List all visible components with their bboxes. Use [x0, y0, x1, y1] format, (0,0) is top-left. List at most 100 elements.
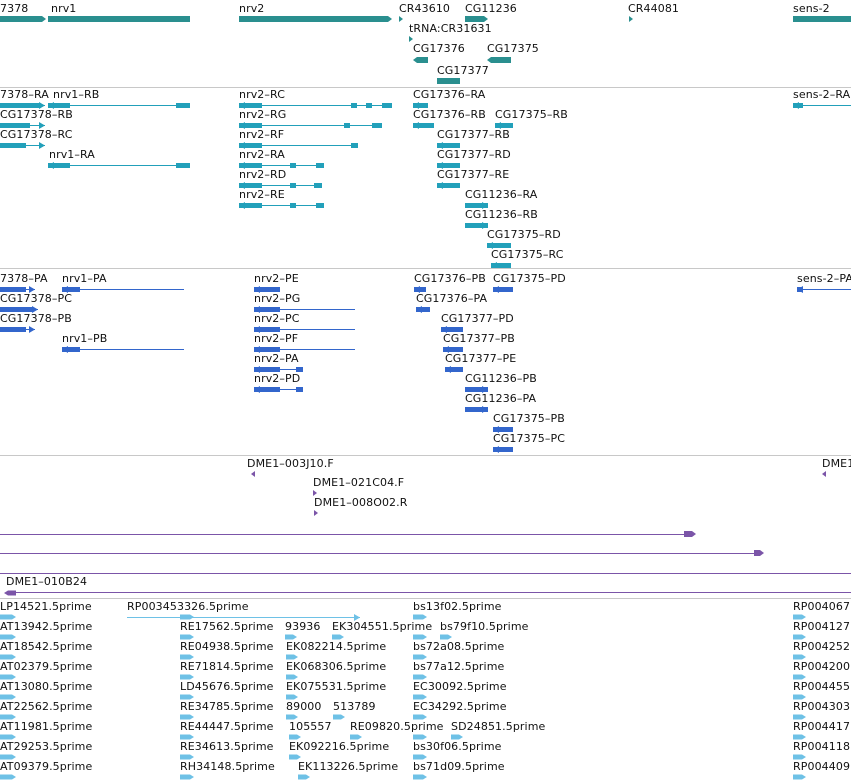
flybase-transcript-glyph-exon[interactable] [413, 123, 434, 128]
est-label[interactable]: RE09820.5prime [350, 720, 444, 733]
refseq-transcript-glyph-arrow[interactable] [62, 346, 68, 353]
est-label[interactable]: bs13f02.5prime [413, 600, 502, 613]
est-label[interactable]: RE34613.5prime [180, 740, 274, 753]
refseq-transcript-glyph-arrow[interactable] [32, 306, 38, 313]
flybase-transcript-label[interactable]: CG17375–RD [487, 228, 561, 241]
gene-label[interactable]: nrv2 [239, 2, 265, 15]
est-label[interactable]: LP14521.5prime [0, 600, 92, 613]
clone-glyph[interactable] [314, 510, 318, 516]
est-glyph[interactable] [0, 654, 16, 660]
gene-label[interactable]: CG11236 [465, 2, 517, 15]
refseq-transcript-glyph-arrow[interactable] [482, 386, 488, 393]
refseq-transcript-glyph-exon[interactable] [0, 307, 32, 312]
refseq-transcript-glyph-exon[interactable] [296, 387, 303, 392]
est-glyph-arrow[interactable] [354, 614, 360, 621]
flybase-transcript-glyph-arrow[interactable] [239, 142, 245, 149]
refseq-transcript-glyph-exon[interactable] [62, 347, 80, 352]
est-glyph[interactable] [413, 634, 427, 640]
flybase-transcript-glyph-arrow[interactable] [39, 122, 45, 129]
clone-label[interactable]: DME1–021C04.F [313, 476, 405, 489]
flybase-transcript-glyph-exon[interactable] [465, 203, 488, 208]
refseq-transcript-label[interactable]: nrv2–PF [254, 332, 299, 345]
est-label[interactable]: EK304551.5prime [332, 620, 433, 633]
gene-glyph[interactable] [0, 16, 46, 22]
est-label[interactable]: AT29253.5prime [0, 740, 93, 753]
est-label[interactable]: RP004409 [793, 760, 851, 773]
clone-glyph[interactable] [251, 471, 255, 477]
flybase-transcript-glyph-exon[interactable] [290, 183, 296, 188]
gene-glyph[interactable] [239, 16, 392, 22]
gene-glyph[interactable] [413, 57, 428, 63]
est-label[interactable]: EC34292.5prime [413, 700, 507, 713]
refseq-transcript-label[interactable]: nrv2–PE [254, 272, 299, 285]
flybase-transcript-label[interactable]: CG17375–RC [491, 248, 564, 261]
refseq-transcript-glyph-arrow[interactable] [797, 286, 803, 293]
flybase-transcript-label[interactable]: nrv2–RC [239, 88, 285, 101]
est-label[interactable]: SD24851.5prime [451, 720, 546, 733]
refseq-transcript-glyph-arrow[interactable] [482, 406, 488, 413]
flybase-transcript-glyph-arrow[interactable] [239, 102, 245, 109]
est-glyph[interactable] [286, 654, 298, 660]
refseq-transcript-glyph-exon[interactable] [445, 367, 463, 372]
refseq-transcript-glyph-arrow[interactable] [254, 366, 260, 373]
flybase-transcript-label[interactable]: 7378–RA [0, 88, 49, 101]
flybase-transcript-label[interactable]: sens-2–RA [793, 88, 851, 101]
refseq-transcript-glyph-arrow[interactable] [414, 286, 420, 293]
refseq-transcript-label[interactable]: nrv1–PB [62, 332, 108, 345]
refseq-transcript-label[interactable]: CG17378–PB [0, 312, 72, 325]
flybase-transcript-glyph-exon[interactable] [239, 183, 262, 188]
est-glyph[interactable] [333, 714, 345, 720]
est-glyph[interactable] [298, 774, 310, 780]
refseq-transcript-glyph-exon[interactable] [443, 347, 463, 352]
flybase-transcript-glyph-exon[interactable] [176, 103, 190, 108]
clone-glyph[interactable] [754, 550, 764, 556]
refseq-transcript-glyph-exon[interactable] [441, 327, 463, 332]
est-glyph[interactable] [413, 614, 427, 620]
flybase-transcript-label[interactable]: CG17376–RB [413, 108, 486, 121]
refseq-transcript-glyph-arrow[interactable] [254, 326, 260, 333]
refseq-transcript-glyph-exon[interactable] [0, 287, 26, 292]
est-glyph[interactable] [286, 694, 298, 700]
refseq-transcript-label[interactable]: CG17377–PB [443, 332, 515, 345]
est-glyph[interactable] [285, 634, 297, 640]
gene-glyph[interactable] [437, 78, 460, 84]
flybase-transcript-glyph-exon[interactable] [239, 143, 262, 148]
refseq-transcript-label[interactable]: CG17375–PC [493, 432, 566, 445]
flybase-transcript-glyph-exon[interactable] [316, 203, 324, 208]
flybase-transcript-glyph-exon[interactable] [176, 163, 190, 168]
est-glyph[interactable] [0, 774, 16, 780]
est-glyph[interactable] [793, 734, 806, 740]
flybase-transcript-glyph-arrow[interactable] [239, 202, 245, 209]
gene-label[interactable]: CG17377 [437, 64, 489, 77]
est-label[interactable]: AT22562.5prime [0, 700, 93, 713]
clone-label[interactable]: DME1– [822, 457, 851, 470]
est-label[interactable]: AT18542.5prime [0, 640, 93, 653]
refseq-transcript-glyph-arrow[interactable] [29, 326, 35, 333]
refseq-transcript-label[interactable]: CG17375–PD [493, 272, 566, 285]
gene-label[interactable]: CR43610 [399, 2, 451, 15]
est-label[interactable]: RP004455 [793, 680, 851, 693]
est-glyph[interactable] [0, 714, 16, 720]
flybase-transcript-glyph-arrow[interactable] [48, 162, 54, 169]
est-label[interactable]: RE17562.5prime [180, 620, 274, 633]
flybase-transcript-glyph-exon[interactable] [290, 163, 296, 168]
flybase-transcript-glyph-arrow[interactable] [437, 162, 443, 169]
est-label[interactable]: AT11981.5prime [0, 720, 93, 733]
est-glyph[interactable] [180, 674, 194, 680]
clone-glyph[interactable] [684, 531, 696, 537]
clone-glyph[interactable] [822, 471, 826, 477]
refseq-transcript-glyph-arrow[interactable] [29, 286, 35, 293]
gene-label[interactable]: CG17375 [487, 42, 539, 55]
est-label[interactable]: RP004200 [793, 660, 851, 673]
refseq-transcript-label[interactable]: CG11236–PA [465, 392, 537, 405]
refseq-transcript-glyph-exon[interactable] [493, 287, 513, 292]
est-label[interactable]: bs72a08.5prime [413, 640, 505, 653]
refseq-transcript-glyph-exon[interactable] [254, 347, 280, 352]
flybase-transcript-glyph-exon[interactable] [465, 223, 488, 228]
est-glyph[interactable] [413, 674, 427, 680]
est-glyph[interactable] [180, 694, 194, 700]
gene-label[interactable]: 7378 [0, 2, 29, 15]
est-glyph[interactable] [180, 654, 194, 660]
flybase-transcript-glyph-exon[interactable] [437, 163, 460, 168]
flybase-transcript-label[interactable]: nrv2–RD [239, 168, 287, 181]
